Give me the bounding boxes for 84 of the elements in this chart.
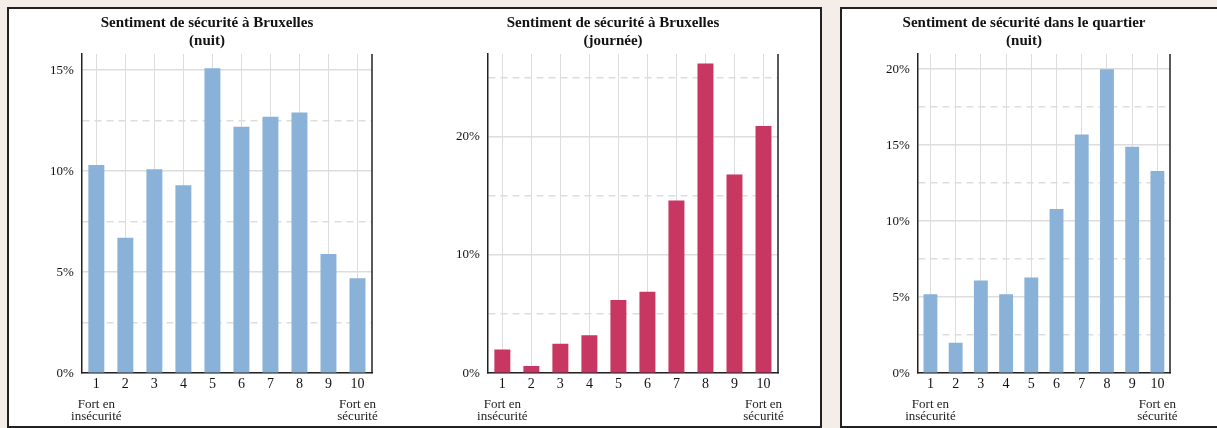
- x-tick-label: 4: [179, 376, 187, 392]
- bar: [581, 335, 598, 373]
- x-tick-label: 8: [295, 376, 303, 392]
- bar: [999, 294, 1014, 373]
- x-tick-label: 10: [756, 376, 771, 392]
- y-tick-label: 20%: [885, 60, 910, 76]
- bar: [175, 185, 192, 373]
- text: Fort en sécurité: [743, 395, 784, 423]
- chart-title: Sentiment de sécurité à Bruxelles: [100, 13, 314, 30]
- bar: [88, 165, 105, 373]
- bar: [146, 169, 163, 373]
- bar: [233, 126, 250, 373]
- x-tick-label: 7: [672, 376, 680, 392]
- x-tick-label: 6: [1053, 376, 1061, 392]
- bar: [755, 126, 772, 373]
- text: Fort en insécurité: [477, 395, 528, 423]
- text: Fort en sécurité: [1137, 395, 1178, 423]
- bar: [117, 237, 134, 373]
- bar: [697, 63, 714, 373]
- x-tick-label: 9: [1128, 376, 1136, 392]
- bar: [262, 116, 279, 373]
- x-tick-label: 1: [92, 376, 100, 392]
- y-tick-label: 0%: [56, 364, 74, 380]
- x-tick-label: 7: [1078, 376, 1086, 392]
- bar: [552, 343, 569, 373]
- x-tick-label: 5: [1027, 376, 1035, 392]
- bar: [204, 68, 221, 373]
- y-tick-label: 10%: [455, 246, 480, 262]
- bar: [1100, 69, 1114, 373]
- bar: [610, 299, 627, 373]
- x-tick-label: 5: [614, 376, 622, 392]
- bar: [494, 349, 511, 373]
- x-tick-label: 8: [701, 376, 709, 392]
- bar: [668, 200, 685, 373]
- bar: [923, 294, 938, 373]
- y-tick-label: 5%: [56, 263, 74, 279]
- x-tick-label: 1: [498, 376, 506, 392]
- bar: [291, 112, 308, 373]
- bar: [1074, 134, 1089, 373]
- x-tick-label: 2: [121, 376, 129, 392]
- bar: [639, 291, 656, 373]
- chart-subtitle: (nuit): [189, 31, 225, 49]
- chart-subtitle: (journée): [583, 31, 643, 49]
- x-tick-label: 4: [1002, 376, 1010, 392]
- bar: [1150, 171, 1165, 373]
- y-tick-label: 10%: [49, 162, 74, 178]
- x-tick-label: 2: [952, 376, 960, 392]
- x-tick-label: 3: [150, 376, 158, 392]
- x-tick-label: 4: [585, 376, 593, 392]
- x-tick-label: 7: [266, 376, 274, 392]
- chart-subtitle: (nuit): [1006, 31, 1042, 49]
- x-tick-label: 3: [556, 376, 564, 392]
- bar: [349, 278, 366, 373]
- x-tick-label: 10: [1150, 376, 1165, 392]
- x-tick-label: 9: [730, 376, 738, 392]
- bar: [1024, 277, 1039, 373]
- x-tick-label: 8: [1103, 376, 1111, 392]
- x-tick-label: 6: [643, 376, 651, 392]
- y-tick-label: 5%: [892, 288, 910, 304]
- y-tick-label: 15%: [885, 136, 910, 152]
- x-tick-label: 1: [926, 376, 934, 392]
- text: Fort en insécurité: [71, 395, 122, 423]
- x-tick-label: 6: [237, 376, 245, 392]
- y-tick-label: 0%: [892, 364, 910, 380]
- x-tick-label: 3: [977, 376, 985, 392]
- y-tick-label: 0%: [462, 364, 480, 380]
- y-tick-label: 15%: [49, 61, 74, 77]
- bar: [523, 366, 540, 373]
- x-tick-label: 10: [350, 376, 365, 392]
- y-tick-label: 10%: [885, 212, 910, 228]
- bar: [320, 254, 337, 373]
- x-tick-label: 2: [527, 376, 535, 392]
- y-tick-label: 20%: [455, 128, 480, 144]
- bar: [948, 342, 963, 373]
- bar: [1049, 209, 1064, 373]
- x-tick-label: 9: [324, 376, 332, 392]
- text: Fort en insécurité: [905, 395, 956, 423]
- text: Fort en sécurité: [337, 395, 378, 423]
- bar: [1125, 146, 1140, 373]
- chart-title: Sentiment de sécurité à Bruxelles: [506, 13, 720, 30]
- bar: [973, 280, 988, 373]
- chart-title: Sentiment de sécurité dans le quartier: [902, 13, 1146, 30]
- x-tick-label: 5: [208, 376, 216, 392]
- bar: [726, 174, 743, 373]
